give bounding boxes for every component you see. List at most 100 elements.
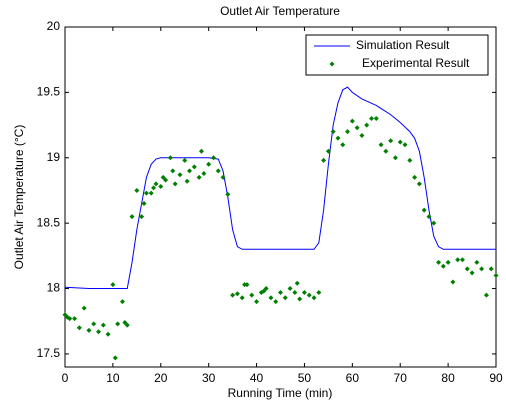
scatter-point bbox=[134, 187, 140, 193]
scatter-point bbox=[187, 168, 193, 174]
scatter-point bbox=[359, 133, 365, 139]
y-tick-label: 17.5 bbox=[37, 346, 61, 360]
scatter-point bbox=[225, 191, 231, 197]
scatter-point bbox=[76, 325, 82, 331]
scatter-point bbox=[436, 259, 442, 265]
chart-title: Outlet Air Temperature bbox=[220, 4, 340, 18]
scatter-point bbox=[220, 174, 226, 180]
scatter-point bbox=[254, 299, 260, 305]
scatter-point bbox=[177, 172, 183, 178]
scatter-point bbox=[115, 321, 121, 327]
scatter-point bbox=[311, 295, 317, 301]
scatter-point bbox=[469, 270, 475, 276]
scatter-point bbox=[335, 135, 341, 141]
scatter-point bbox=[368, 116, 374, 122]
scatter-point bbox=[306, 292, 312, 298]
scatter-point bbox=[230, 292, 236, 298]
scatter-point bbox=[392, 155, 398, 161]
scatter-point bbox=[163, 177, 169, 183]
scatter-point bbox=[340, 142, 346, 148]
scatter-point bbox=[119, 299, 125, 305]
legend-label: Experimental Result bbox=[362, 56, 470, 70]
scatter-point bbox=[244, 282, 250, 288]
x-tick-label: 90 bbox=[489, 371, 503, 385]
y-tick-label: 18.5 bbox=[37, 215, 61, 229]
scatter-point bbox=[287, 286, 293, 292]
scatter-point bbox=[198, 148, 204, 154]
scatter-point bbox=[91, 321, 97, 327]
scatter-point bbox=[249, 292, 255, 298]
scatter-point bbox=[239, 295, 245, 301]
scatter-point bbox=[160, 174, 166, 180]
scatter-point bbox=[464, 266, 470, 272]
scatter-point bbox=[167, 155, 173, 161]
scatter-point bbox=[143, 190, 149, 196]
scatter-point bbox=[151, 185, 157, 191]
scatter-point bbox=[172, 181, 178, 187]
scatter-point bbox=[201, 170, 207, 176]
scatter-point bbox=[483, 292, 489, 298]
scatter-point bbox=[407, 157, 413, 163]
scatter-point bbox=[349, 118, 355, 124]
scatter-point bbox=[397, 139, 403, 145]
y-tick-label: 19 bbox=[47, 150, 61, 164]
scatter-point bbox=[273, 299, 279, 305]
scatter-point bbox=[261, 288, 267, 294]
line-series bbox=[64, 86, 496, 290]
scatter-point bbox=[388, 138, 394, 144]
scatter-point bbox=[141, 201, 147, 207]
y-axis-label: Outlet Air Temperature (°C) bbox=[12, 125, 26, 270]
x-tick-label: 40 bbox=[250, 371, 264, 385]
scatter-point bbox=[426, 214, 432, 220]
scatter-point bbox=[445, 259, 451, 265]
scatter-point bbox=[421, 207, 427, 213]
scatter-point bbox=[112, 355, 118, 361]
scatter-point bbox=[158, 184, 164, 190]
scatter-point bbox=[330, 129, 336, 135]
scatter-point bbox=[196, 174, 202, 180]
scatter-point bbox=[124, 322, 130, 328]
scatter-point bbox=[100, 322, 106, 328]
x-tick-label: 80 bbox=[441, 371, 455, 385]
scatter-point bbox=[297, 296, 303, 302]
scatter-point bbox=[268, 295, 274, 301]
y-tick-label: 18 bbox=[47, 281, 61, 295]
scatter-point bbox=[474, 259, 480, 265]
scatter-point bbox=[81, 305, 87, 311]
scatter-point bbox=[378, 142, 384, 148]
x-tick-label: 30 bbox=[202, 371, 216, 385]
scatter-point bbox=[459, 257, 465, 263]
legend-label: Simulation Result bbox=[356, 38, 450, 52]
scatter-point bbox=[364, 122, 370, 128]
scatter-point bbox=[412, 174, 418, 180]
x-tick-label: 0 bbox=[62, 371, 69, 385]
scatter-point bbox=[402, 142, 408, 148]
x-axis-label: Running Time (min) bbox=[228, 386, 333, 400]
scatter-point bbox=[105, 331, 111, 337]
scatter-point bbox=[170, 168, 176, 174]
scatter-point bbox=[263, 286, 269, 292]
legend-box bbox=[305, 34, 489, 76]
scatter-point bbox=[301, 289, 307, 295]
scatter-point bbox=[184, 178, 190, 184]
x-tick-label: 20 bbox=[154, 371, 168, 385]
scatter-point bbox=[206, 161, 212, 167]
scatter-point bbox=[325, 148, 331, 154]
scatter-point bbox=[122, 320, 128, 326]
scatter-point bbox=[373, 116, 379, 122]
scatter-point bbox=[62, 312, 68, 318]
scatter-point bbox=[110, 282, 116, 288]
scatter-point bbox=[479, 266, 485, 272]
scatter-point bbox=[86, 327, 92, 333]
scatter-point bbox=[278, 289, 283, 295]
scatter-point bbox=[129, 214, 135, 220]
scatter-point bbox=[96, 329, 102, 335]
scatter-point bbox=[139, 214, 145, 220]
scatter-point bbox=[455, 257, 461, 263]
scatter-point bbox=[316, 289, 322, 295]
scatter-point bbox=[493, 272, 499, 278]
scatter-point bbox=[210, 155, 216, 161]
scatter-point bbox=[431, 220, 437, 226]
scatter-point bbox=[354, 125, 360, 131]
scatter-point bbox=[153, 181, 159, 187]
